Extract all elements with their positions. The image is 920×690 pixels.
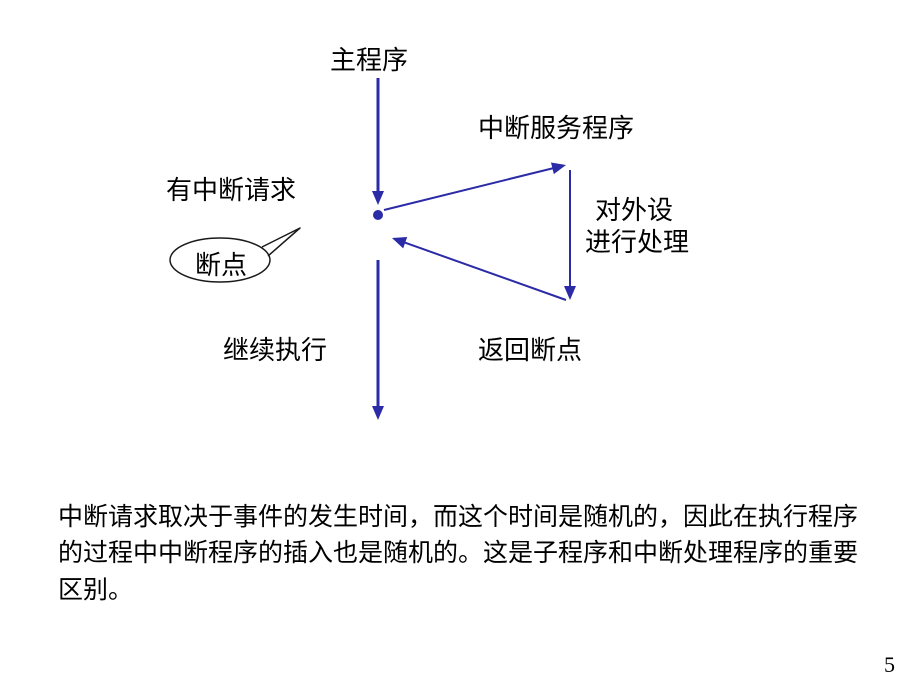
label-breakpoint: 断点 [195,245,247,282]
label-main-program: 主程序 [330,40,408,77]
label-return-bp: 返回断点 [478,330,582,367]
label-isr: 中断服务程序 [478,108,634,145]
page-number: 5 [884,652,895,678]
explanation-paragraph: 中断请求取决于事件的发生时间，而这个时间是随机的，因此在执行程序的过程中中断程序… [58,500,858,609]
label-has-interrupt: 有中断请求 [166,170,296,207]
label-handle-peripheral-2: 进行处理 [585,222,689,259]
label-continue-exec: 继续执行 [223,330,327,367]
